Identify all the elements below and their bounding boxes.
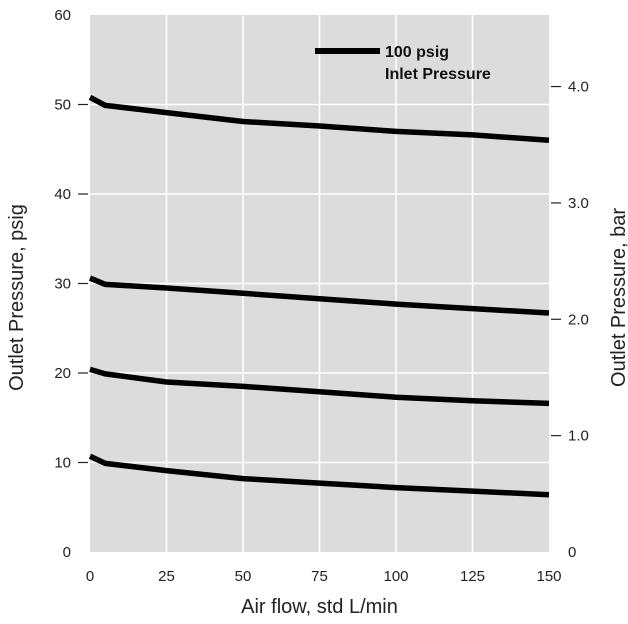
legend-label-line2: Inlet Pressure <box>385 66 491 83</box>
legend-label-line1: 100 psig <box>385 44 449 61</box>
y2-tick-label: 2.0 <box>568 311 589 328</box>
y-tick-label: 20 <box>54 365 71 382</box>
y2-tick-label: 4.0 <box>568 79 589 96</box>
x-axis-title: Air flow, std L/min <box>241 596 398 618</box>
y2-tick-label: 3.0 <box>568 195 589 212</box>
y-tick-label: 50 <box>54 97 71 114</box>
left-axis: 0 10 20 30 40 50 60 <box>54 7 88 561</box>
x-tick-label: 125 <box>460 568 485 585</box>
y2-tick-label: 1.0 <box>568 428 589 445</box>
grid <box>90 15 549 552</box>
series-group <box>88 94 550 498</box>
x-tick-label: 100 <box>383 568 408 585</box>
x-tick-label: 0 <box>86 568 94 585</box>
bottom-axis: 0 25 50 75 100 125 150 <box>86 568 562 585</box>
y2-tick-label: 0 <box>568 544 576 561</box>
y-axis-title: Outlet Pressure, psig <box>6 204 28 391</box>
y-tick-label: 60 <box>54 7 71 24</box>
right-axis: 0 1.0 2.0 3.0 4.0 <box>551 79 589 561</box>
x-tick-label: 25 <box>158 568 175 585</box>
y-tick-label: 10 <box>54 455 71 472</box>
series-line-3 <box>89 366 550 407</box>
legend: 100 psig Inlet Pressure <box>315 44 491 83</box>
series-line-2 <box>88 275 550 316</box>
series-line-1 <box>88 94 550 144</box>
y2-axis-title: Outlet Pressure, bar <box>608 208 628 387</box>
y-tick-label: 40 <box>54 186 71 203</box>
x-tick-label: 150 <box>536 568 561 585</box>
series-line-4 <box>88 453 550 498</box>
y-tick-label: 0 <box>63 544 71 561</box>
x-tick-label: 50 <box>235 568 252 585</box>
y-tick-label: 30 <box>54 276 71 293</box>
x-tick-label: 75 <box>311 568 328 585</box>
